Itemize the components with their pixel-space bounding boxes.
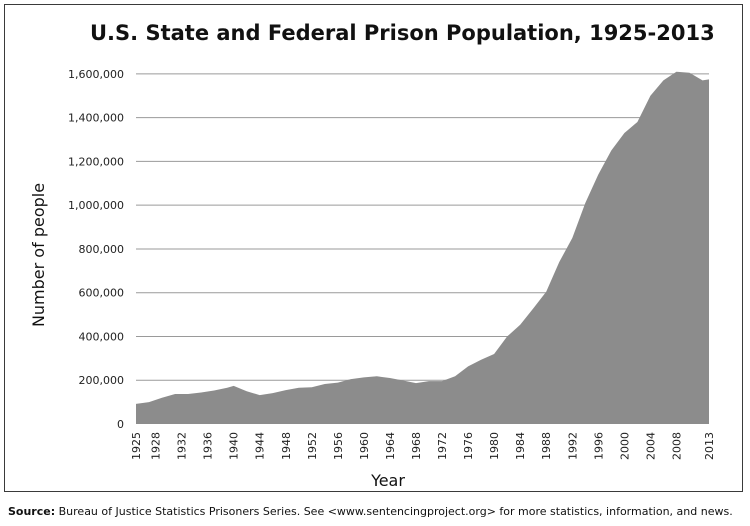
- source-note: Source: Bureau of Justice Statistics Pri…: [8, 505, 733, 518]
- y-tick-label: 600,000: [79, 287, 125, 300]
- x-tick-label: 1952: [306, 432, 319, 460]
- y-tick-label: 200,000: [79, 374, 125, 387]
- x-tick-label: 2013: [703, 432, 716, 460]
- y-tick-label: 0: [117, 418, 124, 431]
- x-tick-label: 1996: [592, 432, 605, 460]
- x-tick-label: 1944: [254, 432, 267, 460]
- x-tick-label: 1932: [176, 432, 189, 460]
- x-tick-label: 1928: [150, 432, 163, 460]
- y-axis-ticks: 0 200,000 400,000 600,000 800,000 1,000,000 1,…: [68, 68, 124, 431]
- y-tick-label: 1,400,000: [68, 112, 124, 125]
- y-tick-label: 800,000: [79, 243, 125, 256]
- x-tick-label: 2000: [618, 432, 631, 460]
- chart-title: U.S. State and Federal Prison Population…: [90, 21, 715, 45]
- x-tick-label: 1968: [410, 432, 423, 460]
- area-series-prison-population: [136, 71, 709, 424]
- x-axis-ticks: 1925 1928 1932 1936 1940 1944 1948 1952 1956 1960…: [130, 432, 716, 460]
- x-tick-label: 1960: [358, 432, 371, 460]
- x-tick-label: 1948: [280, 432, 293, 460]
- y-tick-label: 1,600,000: [68, 68, 124, 81]
- x-tick-label: 2008: [670, 432, 683, 460]
- y-tick-label: 1,200,000: [68, 155, 124, 168]
- x-tick-label: 1976: [462, 432, 475, 460]
- chart: U.S. State and Federal Prison Population…: [29, 21, 716, 490]
- x-tick-label: 1925: [130, 432, 143, 460]
- x-tick-label: 1940: [228, 432, 241, 460]
- y-tick-label: 1,000,000: [68, 199, 124, 212]
- x-tick-label: 1988: [540, 432, 553, 460]
- x-tick-label: 1964: [384, 432, 397, 460]
- x-tick-label: 1980: [488, 432, 501, 460]
- x-tick-label: 1956: [332, 432, 345, 460]
- x-tick-label: 1992: [566, 432, 579, 460]
- x-tick-label: 1936: [202, 432, 215, 460]
- source-label: Source:: [8, 505, 56, 518]
- x-axis-label: Year: [370, 471, 405, 490]
- source-text: Bureau of Justice Statistics Prisoners S…: [58, 505, 733, 518]
- x-tick-label: 1984: [514, 432, 527, 460]
- y-tick-label: 400,000: [79, 330, 125, 343]
- y-axis-label: Number of people: [29, 183, 48, 327]
- x-tick-label: 1972: [436, 432, 449, 460]
- x-tick-label: 2004: [644, 432, 657, 460]
